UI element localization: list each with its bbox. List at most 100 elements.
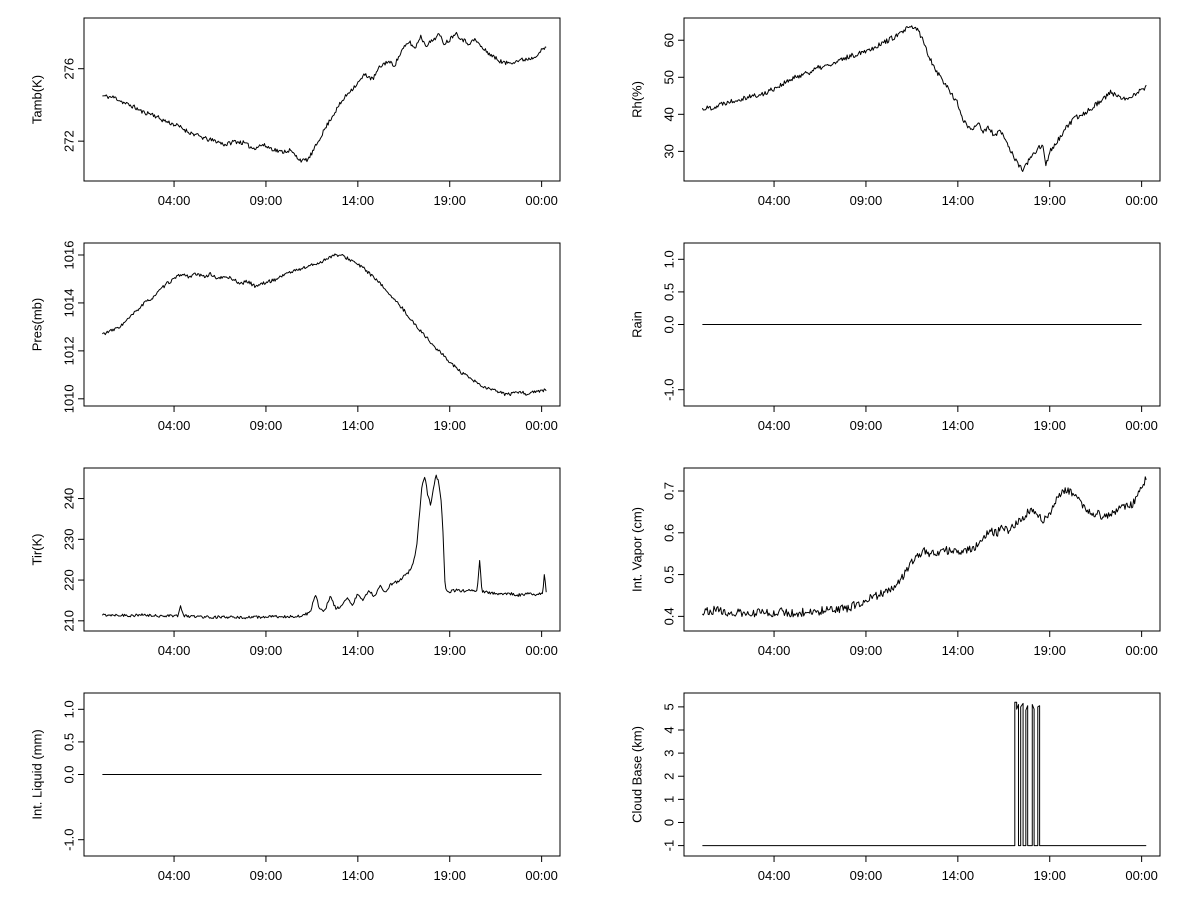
y-tick-label: 4 bbox=[661, 726, 676, 733]
x-tick-label: 04:00 bbox=[158, 193, 191, 208]
x-tick-label: 09:00 bbox=[850, 868, 883, 883]
y-tick-label: 0.0 bbox=[61, 765, 76, 783]
x-tick-label: 00:00 bbox=[525, 193, 558, 208]
x-tick-label: 09:00 bbox=[850, 418, 883, 433]
x-tick-label: 19:00 bbox=[1033, 643, 1066, 658]
x-tick-label: 04:00 bbox=[758, 418, 791, 433]
x-tick-label: 09:00 bbox=[250, 868, 283, 883]
x-tick-label: 14:00 bbox=[342, 643, 375, 658]
y-tick-label: 3 bbox=[661, 749, 676, 756]
plot-box bbox=[83, 242, 561, 407]
x-tick-label: 00:00 bbox=[1125, 418, 1158, 433]
rain-chart: 04:00 09:00 14:00 19:00 00:00 -1.0 0.0 0.5 1.0 Ra… bbox=[629, 242, 1161, 433]
x-tick-label: 00:00 bbox=[525, 643, 558, 658]
y-tick-label: 1010 bbox=[61, 384, 76, 413]
chart-cell-rain: 04:00 09:00 14:00 19:00 00:00 -1.0 0.0 0.5 1.0 Ra… bbox=[600, 225, 1200, 450]
y-tick-label: -1.0 bbox=[61, 828, 76, 850]
y-tick-label: 50 bbox=[661, 70, 676, 84]
x-tick-label: 14:00 bbox=[942, 193, 975, 208]
chart-cell-liquid: 04:00 09:00 14:00 19:00 00:00 -1.0 0.0 0.5 1.0 In… bbox=[0, 675, 600, 900]
data-line bbox=[701, 25, 1147, 172]
tir-chart: 04:00 09:00 14:00 19:00 00:00 210 220 230 240 Tir… bbox=[29, 467, 561, 658]
x-tick-label: 04:00 bbox=[158, 418, 191, 433]
y-axis-title: Pres(mb) bbox=[29, 298, 44, 351]
x-tick-label: 09:00 bbox=[250, 643, 283, 658]
x-tick-label: 19:00 bbox=[1033, 868, 1066, 883]
vapor-chart: 04:00 09:00 14:00 19:00 00:00 0.4 0.5 0.6 0.7 Int… bbox=[629, 467, 1161, 658]
plot-box bbox=[83, 467, 561, 632]
x-tick-label: 19:00 bbox=[433, 418, 466, 433]
chart-cell-rh: 04:00 09:00 14:00 19:00 00:00 30 40 50 60 Rh(%) bbox=[600, 0, 1200, 225]
chart-cell-cloudbase: 04:00 09:00 14:00 19:00 00:00 -1 0 1 2 3 4 5 Cloud B… bbox=[600, 675, 1200, 900]
y-tick-label: 30 bbox=[661, 144, 676, 158]
x-tick-label: 04:00 bbox=[758, 868, 791, 883]
x-tick-label: 04:00 bbox=[758, 643, 791, 658]
y-axis-title: Cloud Base (km) bbox=[629, 726, 644, 823]
y-tick-label: 5 bbox=[661, 703, 676, 710]
y-tick-label: -1 bbox=[661, 840, 676, 852]
y-tick-label: 1 bbox=[661, 796, 676, 803]
plot-box bbox=[83, 17, 561, 182]
y-tick-label: 1012 bbox=[61, 336, 76, 365]
x-tick-label: 19:00 bbox=[1033, 418, 1066, 433]
x-tick-label: 04:00 bbox=[158, 868, 191, 883]
x-tick-label: 09:00 bbox=[250, 418, 283, 433]
rh-chart: 04:00 09:00 14:00 19:00 00:00 30 40 50 60 Rh(%) bbox=[629, 17, 1161, 208]
y-tick-label: 0.5 bbox=[661, 283, 676, 301]
y-tick-label: 0.5 bbox=[661, 566, 676, 584]
data-line bbox=[702, 476, 1147, 618]
y-tick-label: 0.0 bbox=[661, 315, 676, 333]
data-line bbox=[102, 253, 547, 397]
y-axis-title: Tamb(K) bbox=[29, 75, 44, 124]
x-tick-label: 00:00 bbox=[1125, 868, 1158, 883]
y-axis-title: Tir(K) bbox=[29, 533, 44, 565]
x-tick-label: 19:00 bbox=[433, 193, 466, 208]
data-line bbox=[702, 701, 1147, 847]
y-axis-title: Rh(%) bbox=[629, 81, 644, 118]
x-tick-label: 09:00 bbox=[250, 193, 283, 208]
y-tick-label: 240 bbox=[61, 488, 76, 510]
y-tick-label: 0.5 bbox=[61, 733, 76, 751]
y-tick-label: 40 bbox=[661, 107, 676, 121]
liquid-chart: 04:00 09:00 14:00 19:00 00:00 -1.0 0.0 0.5 1.0 In… bbox=[29, 692, 561, 883]
y-axis-title: Rain bbox=[629, 311, 644, 338]
x-tick-label: 00:00 bbox=[525, 418, 558, 433]
y-tick-label: 2 bbox=[661, 773, 676, 780]
y-tick-label: 60 bbox=[661, 33, 676, 47]
x-tick-label: 14:00 bbox=[342, 418, 375, 433]
x-tick-label: 09:00 bbox=[850, 193, 883, 208]
x-tick-label: 19:00 bbox=[433, 868, 466, 883]
x-tick-label: 00:00 bbox=[1125, 193, 1158, 208]
y-tick-label: 272 bbox=[61, 130, 76, 152]
y-tick-label: 1016 bbox=[61, 241, 76, 270]
y-axis-title: Int. Liquid (mm) bbox=[29, 729, 44, 819]
x-tick-label: 14:00 bbox=[342, 193, 375, 208]
cloudbase-chart: 04:00 09:00 14:00 19:00 00:00 -1 0 1 2 3 4 5 Cloud B… bbox=[629, 692, 1161, 883]
plot-box bbox=[683, 467, 1161, 632]
y-tick-label: 276 bbox=[61, 58, 76, 80]
x-tick-label: 04:00 bbox=[758, 193, 791, 208]
x-tick-label: 00:00 bbox=[525, 868, 558, 883]
y-axis-title: Int. Vapor (cm) bbox=[629, 507, 644, 592]
chart-cell-tamb: 04:00 09:00 14:00 19:00 00:00 272 276 Tamb(K) bbox=[0, 0, 600, 225]
y-tick-label: 230 bbox=[61, 528, 76, 550]
y-tick-label: -1.0 bbox=[661, 378, 676, 400]
y-tick-label: 220 bbox=[61, 569, 76, 591]
x-tick-label: 19:00 bbox=[433, 643, 466, 658]
plot-box bbox=[683, 17, 1161, 182]
x-tick-label: 04:00 bbox=[158, 643, 191, 658]
y-tick-label: 0 bbox=[661, 819, 676, 826]
x-tick-label: 14:00 bbox=[942, 643, 975, 658]
x-tick-label: 14:00 bbox=[342, 868, 375, 883]
data-line bbox=[102, 31, 547, 163]
x-tick-label: 00:00 bbox=[1125, 643, 1158, 658]
x-tick-label: 09:00 bbox=[850, 643, 883, 658]
x-tick-label: 14:00 bbox=[942, 418, 975, 433]
x-tick-label: 14:00 bbox=[942, 868, 975, 883]
tamb-chart: 04:00 09:00 14:00 19:00 00:00 272 276 Tamb(K) bbox=[29, 17, 561, 208]
chart-cell-pres: 04:00 09:00 14:00 19:00 00:00 1010 1012 1014 101… bbox=[0, 225, 600, 450]
y-tick-label: 210 bbox=[61, 610, 76, 632]
y-tick-label: 0.6 bbox=[661, 524, 676, 542]
pres-chart: 04:00 09:00 14:00 19:00 00:00 1010 1012 1014 101… bbox=[29, 241, 561, 433]
